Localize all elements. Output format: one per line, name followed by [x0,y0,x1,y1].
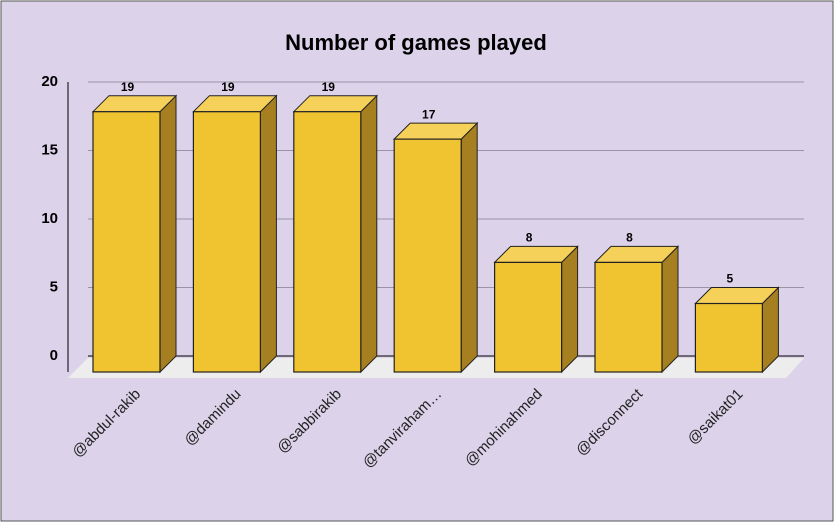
bar [694,302,764,373]
bar [293,111,362,373]
y-tick-label: 5 [50,278,58,295]
bar-side [360,94,378,374]
bar [494,261,563,373]
bar [92,111,161,373]
value-label: 8 [626,231,633,245]
value-label: 19 [221,80,235,94]
bar-side [460,121,478,374]
bar [393,138,462,373]
y-tick-label: 20 [41,73,58,90]
value-label: 17 [422,107,436,121]
bar-side [661,245,679,374]
bar-side [561,245,579,374]
y-tick-label: 10 [41,210,58,227]
value-label: 8 [526,231,533,245]
bar-side [159,94,177,374]
y-tick-label: 0 [50,347,58,364]
bar [594,261,663,373]
y-tick-label: 15 [41,141,58,158]
bar [192,111,261,373]
chart-title: Number of games played [285,30,547,55]
bar-side [259,94,277,374]
value-label: 19 [121,80,135,94]
value-label: 19 [322,80,336,94]
value-label: 5 [727,272,734,286]
